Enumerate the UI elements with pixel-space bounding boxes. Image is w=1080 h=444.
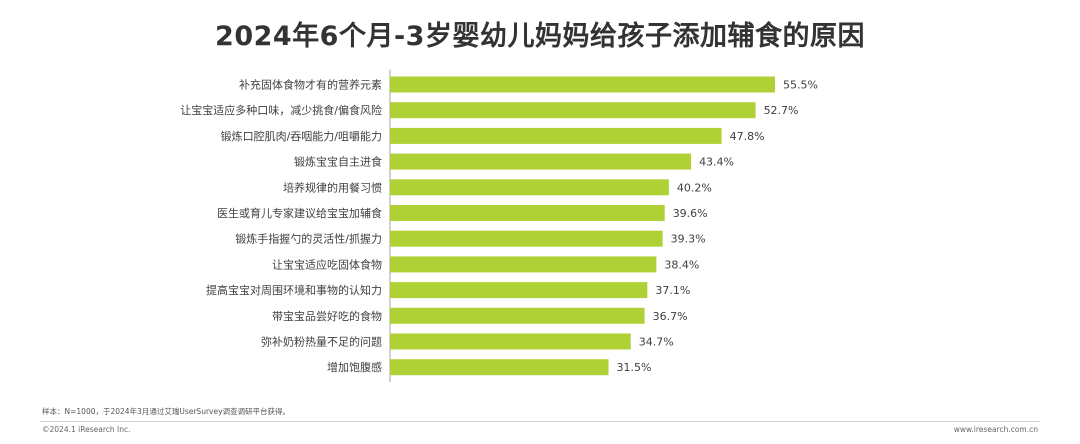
bar [390, 153, 692, 170]
category-label: 锻炼宝宝自主进食 [294, 155, 382, 169]
value-label: 55.5% [783, 79, 818, 92]
value-label: 43.4% [699, 156, 734, 169]
chart-title: 2024年6个月-3岁婴幼儿妈妈给孩子添加辅食的原因 [215, 21, 865, 52]
category-label: 让宝宝适应多种口味，减少挑食/偏食风险 [180, 103, 382, 117]
value-label: 34.7% [639, 336, 674, 349]
copyright: ©2024.1 iResearch Inc. [42, 425, 131, 434]
bar [390, 76, 775, 93]
bar [390, 307, 645, 324]
bar [390, 256, 657, 273]
value-label: 31.5% [617, 361, 652, 374]
bar [390, 179, 669, 196]
bar [390, 333, 631, 350]
value-label: 38.4% [664, 258, 699, 271]
category-label: 带宝宝品尝好吃的食物 [272, 309, 382, 323]
bar [390, 359, 609, 376]
value-label: 39.3% [671, 233, 706, 246]
footer-divider [40, 421, 1040, 422]
category-label: 补充固体食物才有的营养元素 [239, 78, 382, 92]
category-label: 弥补奶粉热量不足的问题 [261, 335, 382, 349]
category-label: 增加饱腹感 [327, 360, 382, 374]
bar [390, 102, 756, 119]
bar [390, 282, 648, 299]
category-label: 锻炼口腔肌肉/吞咽能力/咀嚼能力 [221, 129, 382, 143]
bar [390, 230, 663, 247]
value-label: 37.1% [655, 284, 690, 297]
value-label: 40.2% [677, 181, 712, 194]
bar [390, 127, 722, 144]
website-link: www.iresearch.com.cn [953, 425, 1038, 434]
category-label: 锻炼手指握勺的灵活性/抓握力 [235, 232, 382, 246]
bar [390, 205, 665, 221]
value-label: 47.8% [730, 130, 765, 143]
footnote: 样本：N=1000，于2024年3月通过艾瑞UserSurvey调查调研平台获得… [42, 407, 291, 416]
category-label: 让宝宝适应吃固体食物 [272, 257, 382, 271]
value-label: 52.7% [764, 104, 799, 117]
category-label: 培养规律的用餐习惯 [283, 180, 382, 194]
category-label: 医生或育儿专家建议给宝宝加辅食 [217, 206, 382, 220]
value-label: 39.6% [673, 207, 708, 220]
category-label: 提高宝宝对周围环境和事物的认知力 [206, 283, 382, 297]
value-label: 36.7% [653, 310, 688, 323]
